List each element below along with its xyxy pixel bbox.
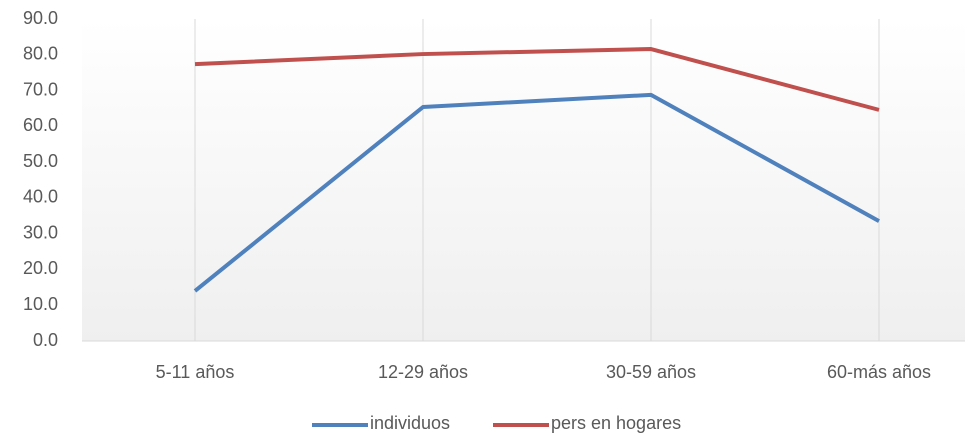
x-tick-label: 12-29 años	[378, 362, 468, 382]
y-tick-label: 70.0	[23, 79, 58, 99]
x-tick-label: 60-más años	[827, 362, 931, 382]
y-tick-label: 80.0	[23, 44, 58, 64]
y-tick-label: 40.0	[23, 187, 58, 207]
series-line	[193, 92, 880, 293]
y-tick-label: 50.0	[23, 151, 58, 171]
y-tick-label: 30.0	[23, 222, 58, 242]
y-tick-label: 0.0	[33, 330, 58, 350]
y-tick-label: 10.0	[23, 294, 58, 314]
legend-label: individuos	[370, 413, 450, 433]
plot-area	[82, 19, 965, 341]
y-tick-label: 60.0	[23, 115, 58, 135]
y-tick-label: 90.0	[23, 8, 58, 28]
y-tick-label: 20.0	[23, 258, 58, 278]
series-line	[194, 47, 880, 112]
legend-label: pers en hogares	[551, 413, 681, 433]
x-tick-label: 30-59 años	[606, 362, 696, 382]
x-tick-label: 5-11 años	[156, 362, 235, 382]
